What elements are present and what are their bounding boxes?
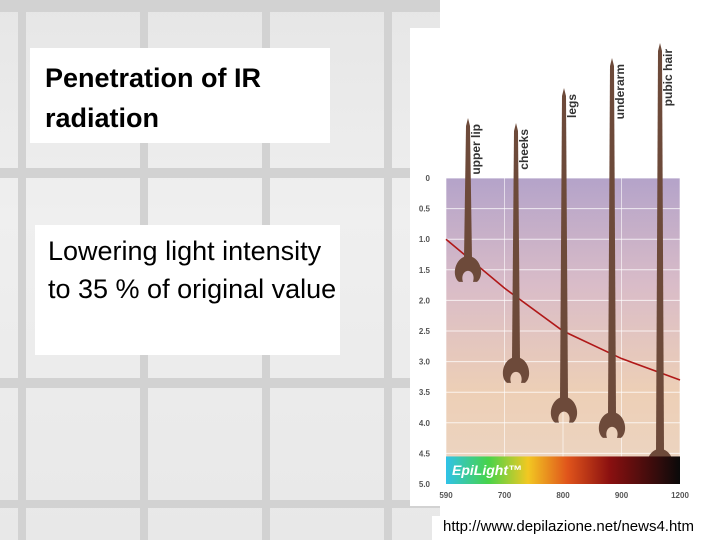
url-box <box>432 516 720 540</box>
hair-label: pubic hair <box>661 49 675 107</box>
hair-shaft <box>608 58 616 415</box>
hair-legs: legs <box>550 88 579 423</box>
epilight-brand-label: EpiLight™ <box>452 462 522 478</box>
y-tick-label: 3.0 <box>419 358 431 367</box>
y-tick-label: 5.0 <box>419 480 431 489</box>
hair-bulb <box>598 412 626 438</box>
y-tick-label: 4.0 <box>419 419 431 428</box>
title-box <box>30 48 330 143</box>
hair-bulb <box>550 397 578 423</box>
hair-cheeks: cheeks <box>502 123 531 383</box>
x-tick-label: 700 <box>498 491 512 500</box>
x-tick-label: 1200 <box>671 491 689 500</box>
hair-shaft <box>656 43 664 452</box>
x-tick-label: 590 <box>439 491 453 500</box>
hair-shaft <box>560 88 568 400</box>
x-tick-label: 800 <box>556 491 570 500</box>
y-tick-label: 2.0 <box>419 296 431 305</box>
y-tick-label: 1.5 <box>419 266 431 275</box>
hair-label: upper lip <box>469 124 483 175</box>
slide-body-text: Lowering light intensity to 35 % of orig… <box>48 236 337 304</box>
hair-bulb <box>454 256 482 282</box>
hair-underarm: underarm <box>598 58 627 438</box>
chart-panel: upper lip cheeks legs underarm pubic hair Ep… <box>410 28 692 506</box>
y-tick-label: 1.0 <box>419 235 431 244</box>
body-box <box>35 225 340 355</box>
hair-shaft <box>512 123 520 360</box>
hair-label: cheeks <box>517 129 531 170</box>
slide-title: Penetration of IR radiation <box>45 63 262 133</box>
hair-label: legs <box>565 94 579 118</box>
y-tick-label: 0 <box>426 174 431 183</box>
x-tick-label: 900 <box>615 491 629 500</box>
hair-shaft <box>464 118 472 259</box>
hair-bulb <box>502 357 530 383</box>
hair-upper-lip: upper lip <box>454 118 483 282</box>
penetration-chart: upper lip cheeks legs underarm pubic hair Ep… <box>419 43 689 500</box>
y-tick-label: 2.5 <box>419 327 431 336</box>
y-tick-label: 3.5 <box>419 388 431 397</box>
y-tick-label: 0.5 <box>419 205 431 214</box>
epilight-band <box>446 456 680 484</box>
source-url[interactable]: http://www.depilazione.net/news4.htm <box>443 518 694 535</box>
y-tick-label: 4.5 <box>419 449 431 458</box>
hair-label: underarm <box>613 64 627 119</box>
